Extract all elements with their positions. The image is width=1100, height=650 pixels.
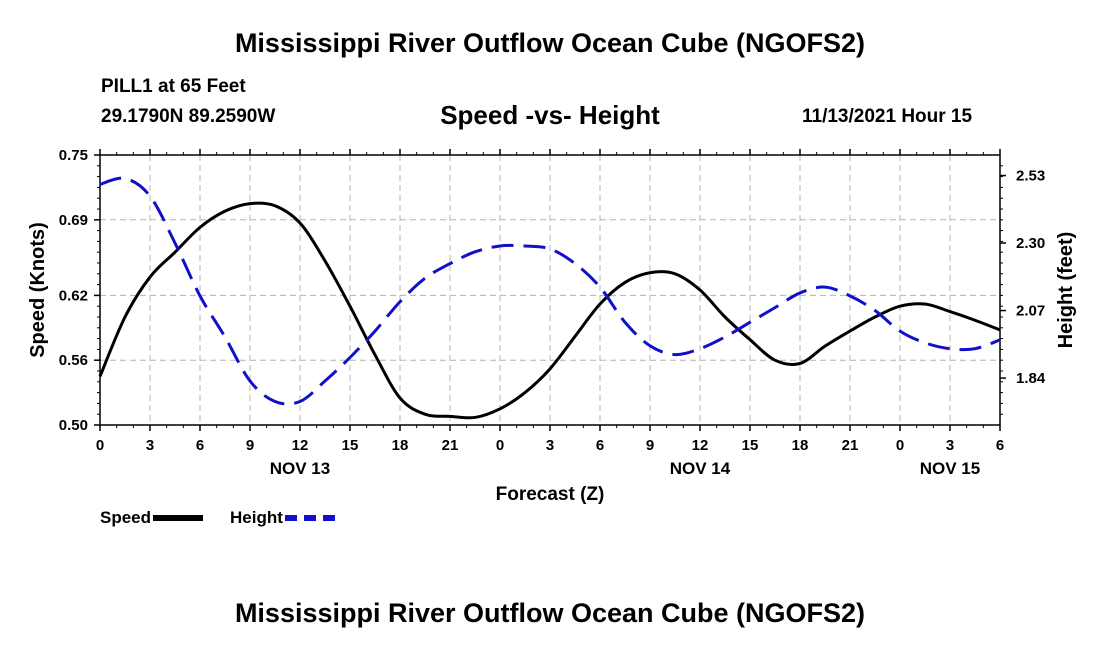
x-tick-label: 12	[292, 437, 309, 454]
y2-tick-label: 1.84	[1016, 370, 1046, 387]
axis-labels: 0 3 6 9 12 15 18 21 0 3 6 9 12 15 18 21 0 3 6 NOV 13 NOV 14 N…	[59, 147, 1046, 478]
legend-speed-swatch	[153, 515, 204, 521]
date-label: NOV 13	[270, 459, 330, 478]
legend-height-swatch	[284, 515, 335, 521]
x-tick-label: 18	[392, 437, 409, 454]
x-tick-label: 12	[692, 437, 709, 454]
station-label: PILL1 at 65 Feet	[101, 76, 246, 97]
y-tick-label: 0.69	[59, 212, 88, 229]
station-coordinates: 29.1790N 89.2590W	[101, 106, 276, 127]
x-tick-label: 9	[646, 437, 654, 454]
x-tick-label: 6	[596, 437, 604, 454]
x-tick-label: 3	[946, 437, 954, 454]
date-label: NOV 15	[920, 459, 980, 478]
legend-height-label: Height	[230, 508, 283, 527]
x-tick-label: 0	[96, 437, 104, 454]
x-tick-label: 0	[496, 437, 504, 454]
x-tick-label: 15	[742, 437, 759, 454]
y-tick-label: 0.62	[59, 287, 88, 304]
grid	[100, 155, 1000, 425]
y2-tick-label: 2.07	[1016, 303, 1045, 320]
date-label: NOV 14	[670, 459, 731, 478]
x-axis-label: Forecast (Z)	[496, 484, 605, 505]
x-tick-label: 9	[246, 437, 254, 454]
y-axis-label: Speed (Knots)	[27, 222, 49, 358]
y2-tick-label: 2.30	[1016, 235, 1045, 252]
footer-title: Mississippi River Outflow Ocean Cube (NG…	[234, 598, 866, 628]
x-tick-label: 3	[146, 437, 154, 454]
chart-subtitle: Speed -vs- Height	[440, 100, 660, 130]
x-tick-label: 18	[792, 437, 809, 454]
x-tick-label: 6	[196, 437, 204, 454]
y-tick-label: 0.50	[59, 417, 88, 434]
speed-series-line	[98, 201, 1001, 420]
axis-ticks	[94, 149, 1006, 431]
height-series-line	[99, 176, 1001, 406]
x-tick-label: 15	[342, 437, 359, 454]
x-tick-label: 21	[442, 437, 459, 454]
y-tick-label: 0.75	[59, 147, 88, 164]
y2-tick-label: 2.53	[1016, 168, 1045, 185]
x-tick-label: 0	[896, 437, 904, 454]
legend-speed-label: Speed	[100, 508, 152, 527]
y2-axis-label: Height (feet)	[1055, 232, 1077, 349]
legend-height: Height	[230, 508, 335, 528]
legend-speed: Speed	[100, 508, 204, 528]
forecast-datetime: 11/13/2021 Hour 15	[802, 106, 973, 127]
x-tick-label: 21	[842, 437, 859, 454]
series	[98, 176, 1001, 420]
speed-height-chart: 0 3 6 9 12 15 18 21 0 3 6 9 12 15 18 21 0 3 6 NOV 13 NOV 14 N…	[27, 147, 1077, 505]
x-tick-label: 6	[996, 437, 1004, 454]
x-tick-label: 3	[546, 437, 554, 454]
chart-title: Mississippi River Outflow Ocean Cube (NG…	[234, 28, 866, 58]
y-tick-label: 0.56	[59, 352, 88, 369]
